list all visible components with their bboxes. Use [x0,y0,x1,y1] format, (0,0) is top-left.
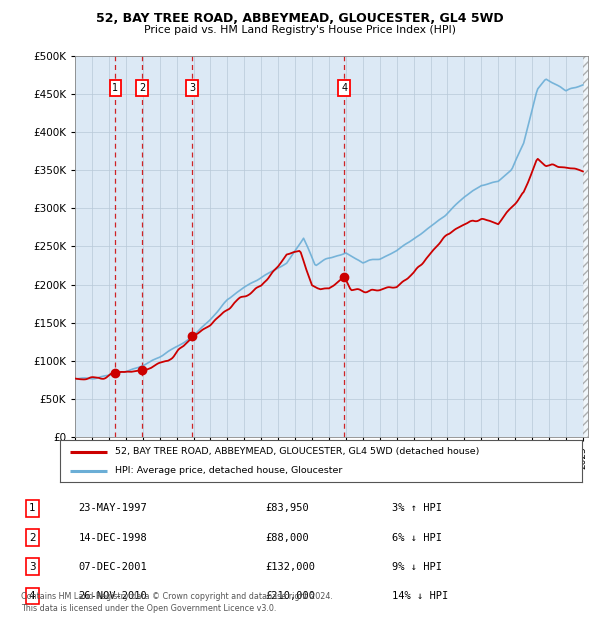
Text: 23-MAY-1997: 23-MAY-1997 [78,503,147,513]
Text: 07-DEC-2001: 07-DEC-2001 [78,562,147,572]
Text: 3: 3 [29,562,35,572]
Text: 52, BAY TREE ROAD, ABBEYMEAD, GLOUCESTER, GL4 5WD (detached house): 52, BAY TREE ROAD, ABBEYMEAD, GLOUCESTER… [115,447,479,456]
Text: 4: 4 [29,591,35,601]
Text: 1: 1 [29,503,35,513]
Text: 1: 1 [112,83,119,93]
Text: 3: 3 [189,83,195,93]
Text: £83,950: £83,950 [265,503,309,513]
Text: 3% ↑ HPI: 3% ↑ HPI [392,503,442,513]
Text: 14% ↓ HPI: 14% ↓ HPI [392,591,448,601]
Text: 6% ↓ HPI: 6% ↓ HPI [392,533,442,542]
Text: 14-DEC-1998: 14-DEC-1998 [78,533,147,542]
Text: 26-NOV-2010: 26-NOV-2010 [78,591,147,601]
Text: HPI: Average price, detached house, Gloucester: HPI: Average price, detached house, Glou… [115,466,342,476]
Text: £210,000: £210,000 [265,591,316,601]
Text: Price paid vs. HM Land Registry's House Price Index (HPI): Price paid vs. HM Land Registry's House … [144,25,456,35]
Text: 9% ↓ HPI: 9% ↓ HPI [392,562,442,572]
Text: £132,000: £132,000 [265,562,316,572]
Text: 2: 2 [139,83,145,93]
Text: 2: 2 [29,533,35,542]
Text: £88,000: £88,000 [265,533,309,542]
Bar [583,56,592,437]
Text: 52, BAY TREE ROAD, ABBEYMEAD, GLOUCESTER, GL4 5WD: 52, BAY TREE ROAD, ABBEYMEAD, GLOUCESTER… [96,12,504,25]
Text: 4: 4 [341,83,347,93]
Text: Contains HM Land Registry data © Crown copyright and database right 2024.
This d: Contains HM Land Registry data © Crown c… [21,591,333,613]
